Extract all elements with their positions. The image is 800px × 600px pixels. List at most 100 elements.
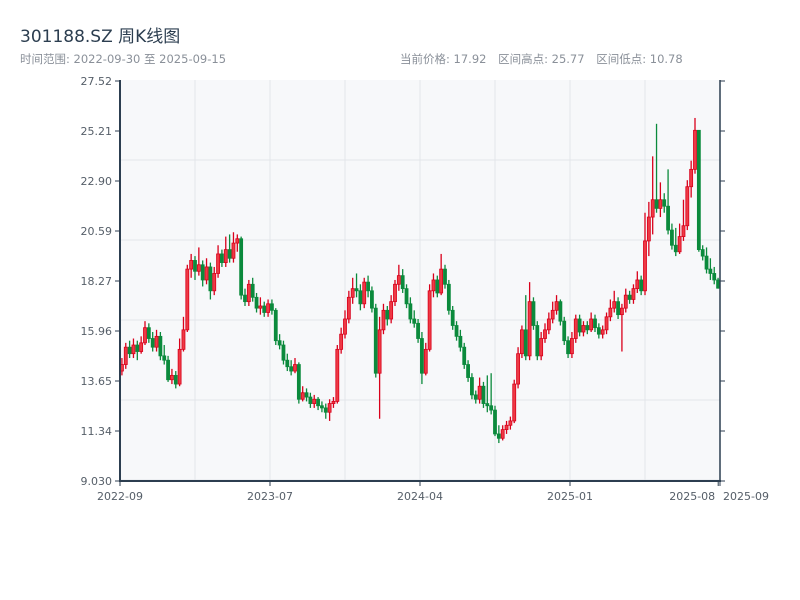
candle-body <box>696 129 701 250</box>
candle-up <box>258 297 263 315</box>
candle-body <box>346 296 351 320</box>
candle-body <box>316 398 320 407</box>
candle-body <box>462 346 467 365</box>
candle-body <box>239 238 244 296</box>
candle-up <box>427 284 432 352</box>
range-high: 区间高点: 25.77 <box>498 52 585 66</box>
candle-body <box>700 249 705 257</box>
candle-body <box>208 266 213 292</box>
candle-body <box>454 325 459 337</box>
y-tick-label: 13.65 <box>81 375 113 388</box>
candle-body <box>200 264 205 281</box>
candle-body <box>162 355 167 361</box>
candle-body <box>608 307 613 318</box>
candle-body <box>327 403 332 413</box>
candle-body <box>600 329 605 335</box>
candle-body <box>566 340 570 355</box>
candle-up <box>508 416 513 430</box>
candle-body <box>343 318 347 335</box>
candle-down <box>373 303 378 378</box>
candle-body <box>389 301 394 320</box>
candle-down <box>285 353 290 372</box>
candle-up <box>439 253 444 296</box>
candle-up <box>431 273 436 298</box>
y-tick-label: 9.030 <box>81 475 113 488</box>
candle-body <box>173 374 178 385</box>
candle-up <box>139 336 144 354</box>
candle-down <box>408 297 413 324</box>
date-range-label: 时间范围: 2022-09-30 至 2025-09-15 <box>20 52 227 66</box>
candle-body <box>523 329 528 357</box>
candle-up <box>650 156 655 235</box>
candle-body <box>477 385 482 400</box>
candle-down <box>158 332 163 361</box>
candle-up <box>423 342 428 376</box>
candle-up <box>393 279 397 306</box>
candle-down <box>412 310 417 328</box>
x-tick-label: 2025-01 <box>547 490 593 503</box>
candle-body <box>673 244 678 253</box>
candle-down <box>366 275 370 298</box>
candle-up <box>500 425 505 441</box>
candle-body <box>446 283 451 311</box>
candle-body <box>185 268 190 331</box>
candle-up <box>293 358 297 374</box>
candle-down <box>577 314 582 337</box>
candle-body <box>654 199 659 209</box>
candle-down <box>416 318 420 343</box>
candle-down <box>446 279 451 315</box>
candle-body <box>577 318 582 333</box>
candle-body <box>493 409 497 435</box>
candle-body <box>243 294 247 303</box>
candle-body <box>416 322 420 339</box>
candle-body <box>285 359 290 368</box>
candle-body <box>331 401 336 404</box>
candle-down <box>243 288 247 306</box>
candle-down <box>673 227 678 257</box>
candle-down <box>162 345 167 365</box>
candle-body <box>254 296 259 309</box>
candle-up <box>646 201 651 257</box>
x-tick-label: 2022-09 <box>97 490 143 503</box>
candle-up <box>327 399 332 421</box>
candle-body <box>312 398 317 404</box>
x-tick-label: 2024-04 <box>397 490 443 503</box>
candle-down <box>593 314 597 333</box>
candle-down <box>450 305 455 330</box>
candle-body <box>408 303 413 320</box>
candle-up <box>154 329 159 352</box>
y-tick-label: 27.52 <box>81 75 113 88</box>
candle-up <box>343 310 347 339</box>
candle-body <box>439 268 444 294</box>
candle-body <box>470 377 474 396</box>
candle-down <box>270 299 274 315</box>
candle-up <box>223 236 228 267</box>
candle-body <box>204 266 209 281</box>
candle-body <box>358 290 363 305</box>
candle-up <box>570 332 574 359</box>
candle-up <box>527 282 532 361</box>
candle-body <box>335 348 340 402</box>
candle-down <box>489 373 494 415</box>
candle-body <box>270 303 274 311</box>
candle-body <box>631 288 636 300</box>
candle-down <box>200 260 205 287</box>
candle-body <box>627 294 632 300</box>
candle-up <box>685 180 690 231</box>
candle-down <box>562 316 567 346</box>
candle-body <box>593 318 597 329</box>
candle-up <box>266 299 270 317</box>
candle-body <box>362 281 367 305</box>
candle-body <box>573 318 578 339</box>
candle-body <box>196 264 201 272</box>
candle-body <box>423 348 428 374</box>
candle-body <box>304 392 309 398</box>
candle-down <box>627 290 632 304</box>
candle-body <box>339 333 344 350</box>
candle-down <box>481 381 486 408</box>
candle-body <box>420 338 424 374</box>
candle-body <box>370 290 374 309</box>
candle-body <box>604 316 609 331</box>
candle-body <box>543 329 547 339</box>
candle-down <box>454 321 459 341</box>
